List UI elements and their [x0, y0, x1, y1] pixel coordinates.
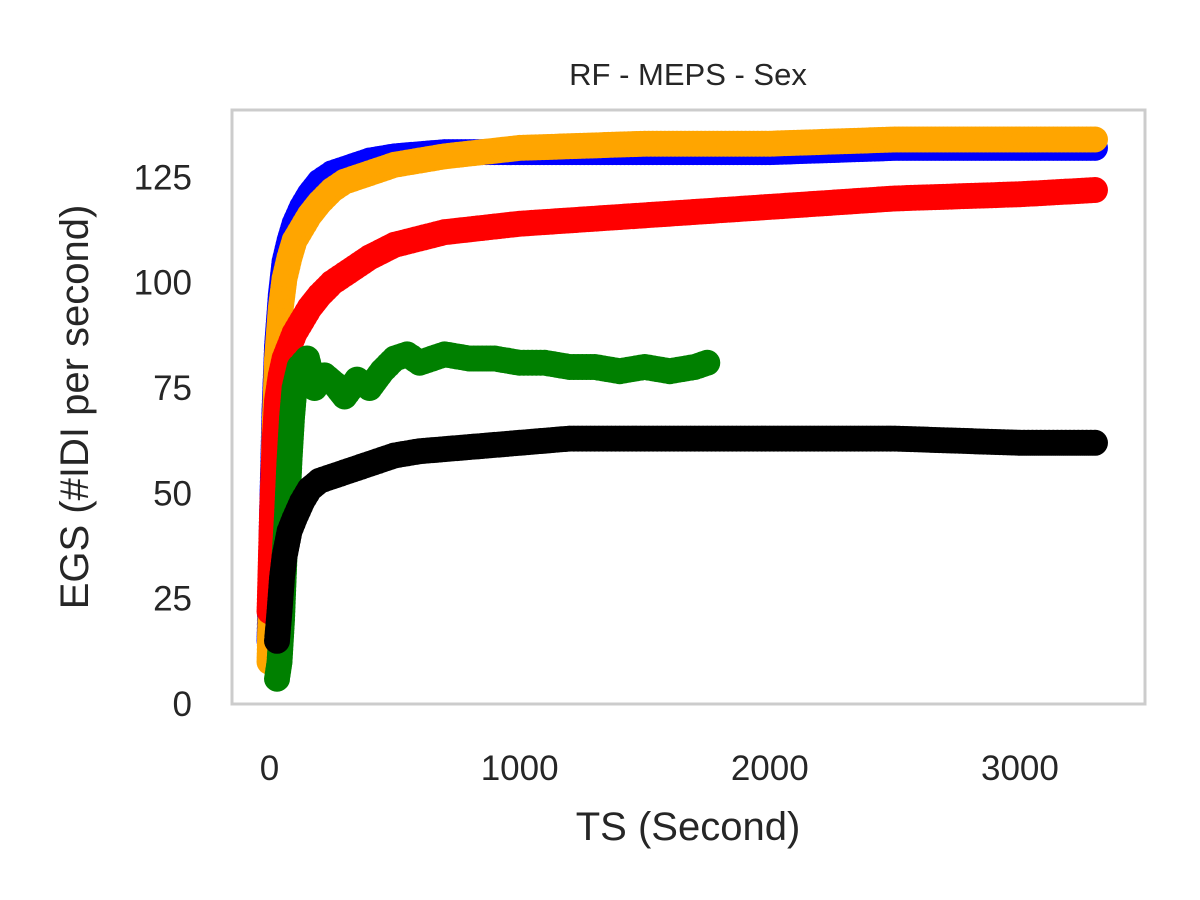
plot-area	[230, 108, 1147, 706]
x-tick-label: 2000	[731, 749, 809, 788]
y-tick-label: 25	[153, 580, 192, 619]
series-3	[264, 341, 721, 692]
y-tick-labels: 0 25 50 75 100 125	[134, 158, 192, 724]
y-tick-label: 75	[153, 369, 192, 408]
chart-title: RF - MEPS - Sex	[569, 57, 807, 92]
series-4-point	[1081, 429, 1108, 456]
series-1-point	[1081, 126, 1108, 153]
x-tick-label: 3000	[981, 749, 1059, 788]
y-axis-label: EGS (#IDI per second)	[53, 205, 97, 610]
y-tick-label: 0	[173, 685, 192, 724]
x-tick-label: 0	[260, 749, 279, 788]
y-tick-label: 125	[134, 158, 192, 197]
x-tick-labels: 0 1000 2000 3000	[260, 749, 1059, 788]
x-axis-label: TS (Second)	[576, 805, 801, 849]
series-2-point	[1081, 177, 1108, 204]
series-2	[256, 177, 1108, 625]
y-tick-label: 100	[134, 264, 192, 303]
series-layer	[256, 126, 1108, 692]
y-tick-label: 50	[153, 474, 192, 513]
series-4	[264, 425, 1108, 654]
plot-frame	[230, 108, 1147, 706]
series-3-point	[694, 349, 721, 376]
x-tick-label: 1000	[481, 749, 559, 788]
